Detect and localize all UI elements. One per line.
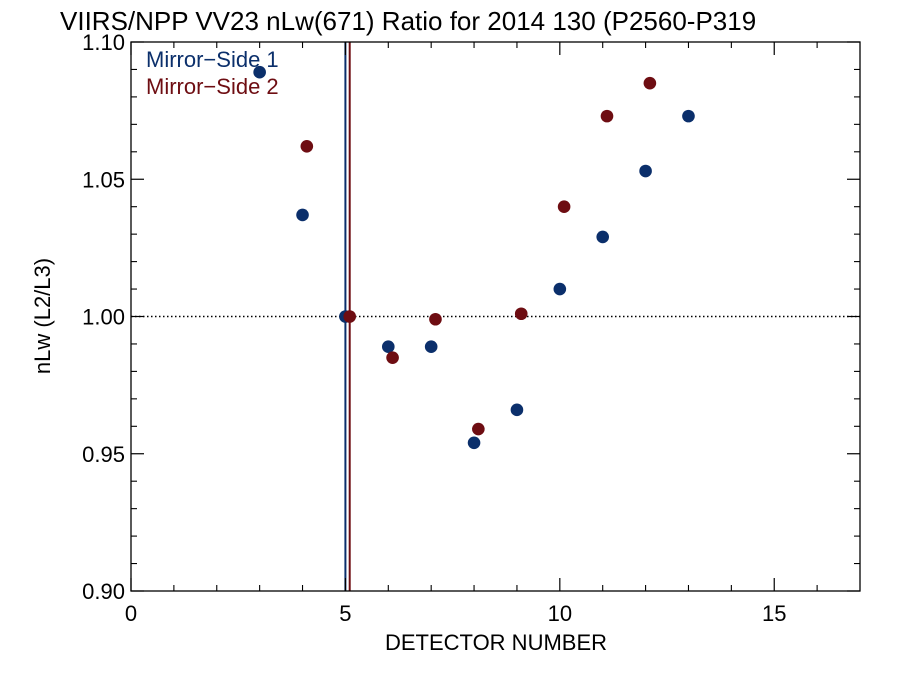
points-group [253,65,695,450]
x-tick-label: 0 [125,601,137,626]
series-2-point [300,140,314,153]
x-axis-label: DETECTOR NUMBER [385,630,607,655]
series-1-point [381,340,395,353]
series-1-point [424,340,438,353]
y-tick-label: 1.05 [82,167,125,192]
series-1-point [467,436,481,450]
series-1-point [296,208,309,222]
series-2-point [514,307,528,321]
y-tick-label: 0.90 [82,579,125,604]
x-tick-label: 5 [339,601,351,626]
series-2-point [386,351,399,364]
series-2-point [643,76,657,90]
y-tick-label: 1.00 [82,305,125,330]
plot-frame [130,41,861,592]
x-tick-label: 10 [548,601,572,626]
series-1-point [682,109,695,123]
series-2-point [557,200,571,213]
y-axis-label: nLw (L2/L3) [30,258,55,374]
series-2-point [472,422,485,436]
series-1-point [553,282,567,296]
legend-entry-1: Mirror−Side 1 [146,47,279,72]
series-1-point [639,164,652,178]
series-2-point [343,310,357,323]
series-1-point [510,403,524,417]
ticks-group: 0 5 10 15 0.90 0.95 1.00 1.05 1.10 [82,30,860,626]
y-tick-label: 0.95 [82,442,125,467]
series-2-point [429,312,442,326]
series-1-point [253,65,266,79]
legend-entry-2: Mirror−Side 2 [146,74,279,99]
series-2-point [600,109,614,123]
y-tick-label: 1.10 [82,30,125,55]
series-1-point [596,230,610,244]
chart-title: VIIRS/NPP VV23 nLw(671) Ratio for 2014 1… [60,6,756,36]
x-tick-label: 15 [762,601,786,626]
